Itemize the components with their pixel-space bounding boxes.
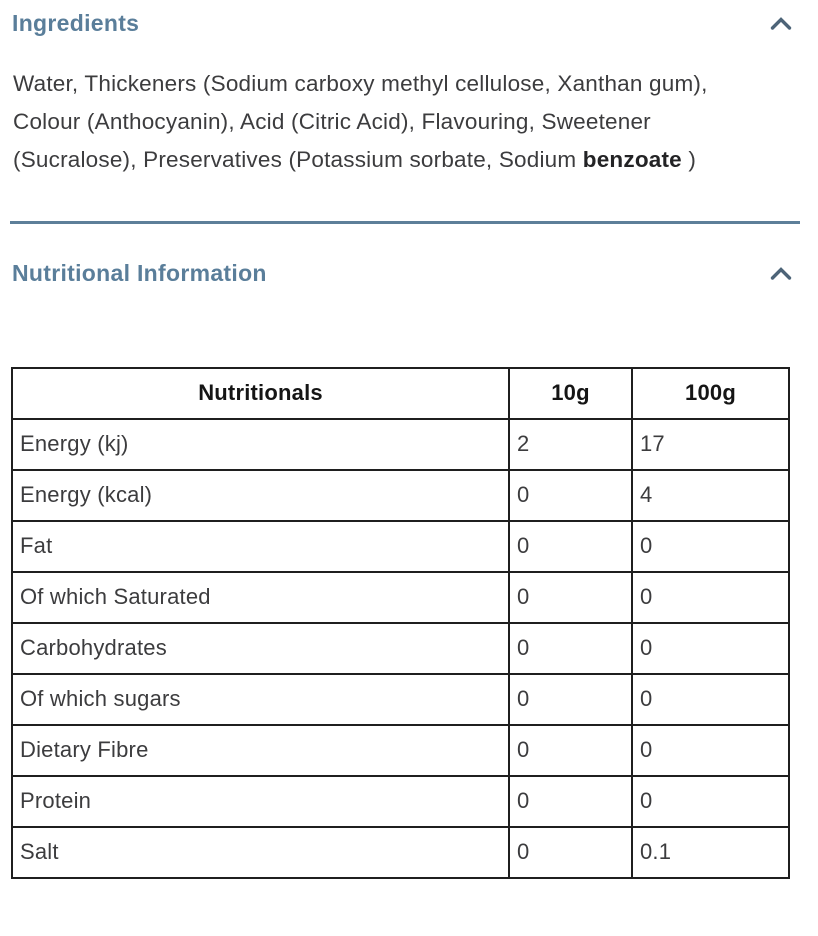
- ingredients-text-suffix: ): [681, 147, 697, 172]
- nutrient-label-cell: Salt: [11, 825, 510, 879]
- nutritionals-table: Nutritionals 10g 100g Energy (kj) 2 17 Ener…: [11, 366, 790, 879]
- table-row: Of which sugars 0 0: [11, 672, 790, 726]
- chevron-up-icon[interactable]: [770, 266, 792, 281]
- table-header-row: Nutritionals 10g 100g: [11, 366, 790, 420]
- chevron-up-icon[interactable]: [770, 16, 792, 31]
- nutrient-label-cell: Dietary Fibre: [11, 723, 510, 777]
- table-row: Fat 0 0: [11, 519, 790, 573]
- table-row: Protein 0 0: [11, 774, 790, 828]
- nutrient-value-cell: 0: [508, 723, 633, 777]
- nutrient-label-cell: Energy (kj): [11, 417, 510, 471]
- nutrient-value-cell: 0: [631, 672, 790, 726]
- nutrient-value-cell: 0: [631, 774, 790, 828]
- column-header-10g: 10g: [508, 366, 633, 420]
- table-row: Salt 0 0.1: [11, 825, 790, 879]
- nutrient-value-cell: 0: [508, 825, 633, 879]
- nutrient-value-cell: 0: [631, 723, 790, 777]
- table-row: Energy (kcal) 0 4: [11, 468, 790, 522]
- table-row: Of which Saturated 0 0: [11, 570, 790, 624]
- table-row: Dietary Fibre 0 0: [11, 723, 790, 777]
- nutrient-label-cell: Energy (kcal): [11, 468, 510, 522]
- nutrient-value-cell: 0: [631, 519, 790, 573]
- nutrient-label-cell: Of which Saturated: [11, 570, 510, 624]
- nutrient-label-cell: Protein: [11, 774, 510, 828]
- nutrient-value-cell: 0: [631, 621, 790, 675]
- ingredients-accordion-header[interactable]: Ingredients: [12, 0, 792, 37]
- nutrient-label-cell: Of which sugars: [11, 672, 510, 726]
- nutrition-accordion-header[interactable]: Nutritional Information: [12, 260, 792, 287]
- nutrient-value-cell: 2: [508, 417, 633, 471]
- nutrient-label-cell: Carbohydrates: [11, 621, 510, 675]
- nutrient-value-cell: 0: [508, 672, 633, 726]
- nutrient-value-cell: 17: [631, 417, 790, 471]
- nutrient-value-cell: 0.1: [631, 825, 790, 879]
- nutrient-value-cell: 0: [508, 774, 633, 828]
- nutrient-value-cell: 4: [631, 468, 790, 522]
- nutrient-value-cell: 0: [508, 519, 633, 573]
- column-header-100g: 100g: [631, 366, 790, 420]
- section-divider: [10, 221, 800, 224]
- nutrient-value-cell: 0: [631, 570, 790, 624]
- ingredients-section-title: Ingredients: [12, 10, 140, 36]
- table-row: Energy (kj) 2 17: [11, 417, 790, 471]
- nutrient-label-cell: Fat: [11, 519, 510, 573]
- ingredients-text: Water, Thickeners (Sodium carboxy methyl…: [13, 65, 771, 179]
- ingredients-text-normal: Water, Thickeners (Sodium carboxy methyl…: [13, 71, 708, 172]
- ingredients-text-bold: benzoate: [582, 147, 682, 172]
- nutrient-value-cell: 0: [508, 621, 633, 675]
- nutrient-value-cell: 0: [508, 570, 633, 624]
- table-row: Carbohydrates 0 0: [11, 621, 790, 675]
- nutrient-value-cell: 0: [508, 468, 633, 522]
- column-header-nutritionals: Nutritionals: [11, 366, 510, 420]
- nutrition-section-title: Nutritional Information: [12, 259, 267, 286]
